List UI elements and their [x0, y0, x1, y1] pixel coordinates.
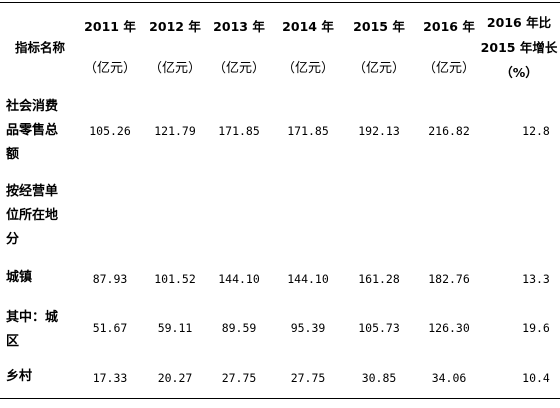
cell-value: 144.10 — [218, 272, 260, 286]
cell-value: 34.06 — [431, 371, 467, 385]
row-label-city-district: 其中：城 区 — [6, 306, 72, 354]
cell-growth: 10.4 — [522, 371, 550, 385]
table-bottom-rule — [0, 398, 560, 399]
cell-value: 95.39 — [290, 321, 326, 335]
header-unit: （亿元） — [352, 61, 405, 76]
row-label-line: 额 — [6, 147, 20, 162]
header-col-2015: 2015 年 （亿元） — [341, 12, 417, 84]
row-label-line: 其中：城 — [6, 310, 59, 325]
cell-value: 105.73 — [358, 321, 400, 335]
header-unit: （亿元） — [281, 61, 334, 76]
header-growth-line1: 2016 年比 — [486, 14, 552, 30]
cell-value: 51.67 — [92, 321, 128, 335]
header-col-2011: 2011 年 （亿元） — [72, 12, 148, 84]
cell-value: 216.82 — [428, 124, 470, 138]
header-year: 2011 年 — [84, 19, 136, 34]
cell-value: 87.93 — [92, 272, 128, 286]
cell-value: 30.85 — [361, 371, 397, 385]
cell-value: 17.33 — [92, 371, 128, 385]
header-growth-line2: 2015 年增长 — [480, 39, 558, 55]
header-year: 2015 年 — [353, 19, 405, 34]
cell-value: 27.75 — [221, 371, 257, 385]
header-growth-unit: （%） — [500, 64, 538, 80]
cell-value: 89.59 — [221, 321, 257, 335]
cell-growth: 13.3 — [522, 272, 550, 286]
row-label-retail-total: 社会消费 品零售总 额 — [6, 95, 72, 167]
header-indicator: 指标名称 — [0, 20, 80, 76]
row-label-by-location: 按经营单 位所在地 分 — [6, 180, 72, 252]
cell-growth: 12.8 — [522, 124, 550, 138]
row-label-line: 社会消费 — [6, 99, 59, 114]
row-label-line: 品零售总 — [6, 123, 59, 138]
cell-value: 105.26 — [89, 124, 131, 138]
cell-value: 171.85 — [287, 124, 329, 138]
cell-value: 161.28 — [358, 272, 400, 286]
cell-value: 126.30 — [428, 321, 470, 335]
header-col-2013: 2013 年 （亿元） — [201, 12, 277, 84]
row-label-line: 乡村 — [6, 369, 33, 384]
row-label-rural: 乡村 — [6, 365, 72, 389]
row-label-line: 城镇 — [6, 270, 33, 285]
header-year: 2012 年 — [149, 19, 201, 34]
header-unit: （亿元） — [148, 61, 201, 76]
cell-value: 192.13 — [358, 124, 400, 138]
row-label-line: 位所在地 — [6, 208, 59, 223]
cell-value: 121.79 — [154, 124, 196, 138]
header-col-2014: 2014 年 （亿元） — [270, 12, 346, 84]
cell-growth: 19.6 — [522, 321, 550, 335]
row-label-line: 区 — [6, 334, 20, 349]
row-label-line: 按经营单 — [6, 184, 59, 199]
header-unit: （亿元） — [422, 61, 475, 76]
cell-value: 101.52 — [154, 272, 196, 286]
row-label-urban: 城镇 — [6, 266, 72, 290]
header-unit: （亿元） — [212, 61, 265, 76]
cell-value: 27.75 — [290, 371, 326, 385]
header-col-growth: 2016 年比 2015 年增长 （%） — [478, 8, 560, 86]
header-indicator-label: 指标名称 — [14, 40, 65, 55]
header-year: 2013 年 — [213, 19, 265, 34]
header-year: 2016 年 — [423, 19, 475, 34]
cell-value: 59.11 — [157, 321, 193, 335]
header-unit: （亿元） — [83, 61, 136, 76]
cell-value: 182.76 — [428, 272, 470, 286]
table-top-rule — [0, 2, 560, 3]
header-col-2012: 2012 年 （亿元） — [137, 12, 213, 84]
header-year: 2014 年 — [282, 19, 334, 34]
cell-value: 20.27 — [157, 371, 193, 385]
header-col-2016: 2016 年 （亿元） — [411, 12, 487, 84]
cell-value: 144.10 — [287, 272, 329, 286]
cell-value: 171.85 — [218, 124, 260, 138]
row-label-line: 分 — [6, 232, 20, 247]
